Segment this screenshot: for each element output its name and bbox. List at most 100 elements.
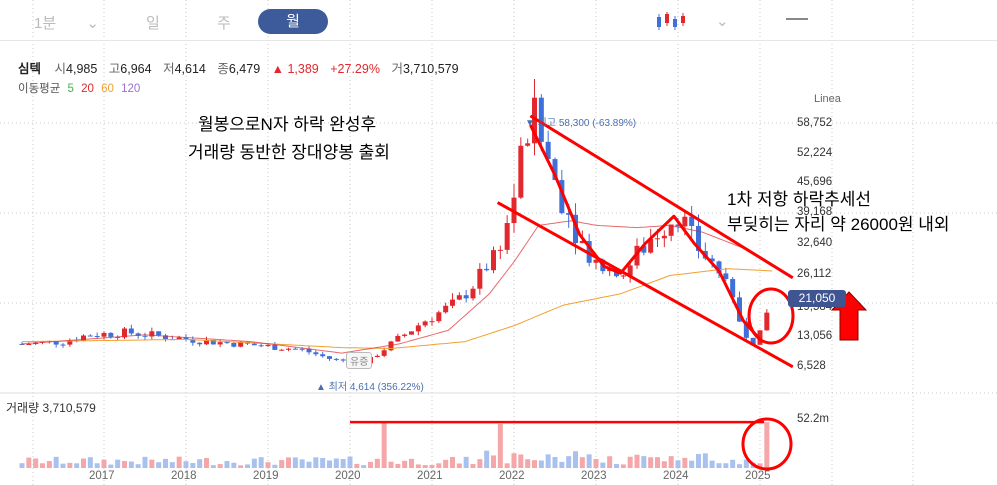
trend-channel-lower — [496, 201, 794, 369]
candle — [142, 332, 148, 340]
candle — [286, 347, 291, 352]
scale-type-label[interactable]: Linea — [814, 93, 841, 105]
menu-icon[interactable] — [786, 18, 808, 20]
volume-bar — [272, 464, 278, 468]
volume-bar — [484, 450, 490, 468]
candle — [477, 263, 483, 295]
y-tick: 32,640 — [797, 237, 833, 249]
volume-bar — [217, 464, 223, 468]
candle — [743, 317, 749, 342]
candle — [450, 293, 455, 309]
candle — [122, 327, 127, 340]
volume-bar — [415, 464, 421, 468]
candle — [333, 358, 339, 361]
open-price: 4,985 — [66, 62, 98, 76]
high-price: 6,964 — [120, 62, 152, 76]
candle — [224, 341, 230, 344]
candle-type-icon[interactable] — [654, 11, 688, 31]
volume-bar — [409, 458, 414, 468]
candle — [511, 183, 517, 233]
ma120-label: 120 — [121, 83, 141, 95]
candle — [627, 262, 633, 283]
candle — [67, 338, 73, 347]
volume-bar — [265, 462, 271, 468]
volume-bar — [641, 456, 647, 468]
x-tick: 2017 — [89, 470, 115, 482]
volume-bar — [313, 457, 319, 468]
volume-bar — [108, 464, 114, 468]
x-tick: 2020 — [335, 470, 361, 482]
volume-bar — [675, 460, 681, 468]
volume-bar — [443, 459, 449, 468]
volume-bar — [320, 458, 326, 468]
chevron-down-icon[interactable]: ⌄ — [716, 13, 729, 30]
candle — [272, 342, 278, 351]
y-tick: 52,224 — [797, 147, 833, 159]
volume-bar — [163, 458, 168, 468]
volume-bar — [620, 464, 626, 468]
yusang-marker: 유증 — [346, 352, 373, 369]
volume-bar — [327, 460, 332, 468]
candle — [497, 245, 503, 260]
candle — [320, 351, 326, 358]
candle — [456, 292, 462, 301]
volume-bar — [743, 459, 749, 468]
y-tick: 6,528 — [797, 360, 826, 372]
volume-bar — [251, 458, 257, 468]
candle — [661, 230, 667, 248]
volume-bar — [648, 457, 654, 468]
candle — [696, 214, 701, 259]
tab-day[interactable]: 일 — [146, 15, 160, 32]
volume-bar — [764, 422, 770, 468]
y-tick: 13,056 — [797, 330, 833, 342]
x-tick: 2019 — [253, 470, 279, 482]
volume-bar — [682, 457, 688, 468]
y-tick: 58,752 — [797, 117, 833, 129]
volume-bar — [388, 461, 394, 468]
candle — [409, 331, 414, 335]
volume-bar — [532, 460, 537, 468]
candle — [292, 347, 298, 350]
volume-bar — [292, 457, 298, 468]
candle — [163, 333, 168, 342]
volume-bar — [224, 461, 230, 468]
volume-bar — [204, 458, 209, 468]
volume-bar — [504, 463, 510, 468]
candle — [429, 317, 435, 326]
period-toolbar: 1분 ⌄ 일 주 월 ⌄ — [0, 0, 997, 41]
volume-bar — [634, 454, 640, 468]
volume-bar — [142, 456, 148, 468]
volume-bar — [26, 457, 32, 468]
volume-bar — [94, 463, 100, 468]
volume-bar — [491, 455, 496, 468]
volume-bar — [689, 460, 695, 468]
candle — [149, 327, 155, 340]
y-tick: 39,168 — [797, 206, 833, 218]
tab-month[interactable]: 월 — [258, 9, 328, 34]
volume-bar — [716, 463, 722, 468]
high-marker: ▼ 최고 58,300 (-63.89%) — [525, 118, 637, 129]
tab-week[interactable]: 주 — [217, 15, 231, 32]
volume-bar — [122, 460, 127, 468]
volume-bar — [128, 461, 134, 468]
volume-bar — [354, 463, 360, 468]
volume-bar — [381, 422, 387, 468]
volume-bar — [135, 464, 141, 468]
moving-average-legend[interactable]: 이동평균 5 20 60 120 — [18, 83, 141, 95]
candle — [340, 358, 346, 363]
volume-bar — [668, 456, 674, 468]
volume-bar — [169, 462, 175, 468]
volume-bar — [368, 461, 373, 468]
candle — [463, 290, 469, 303]
volume-bar — [238, 465, 244, 468]
volume-bar — [497, 423, 503, 468]
volume-bar — [436, 463, 442, 468]
candle — [279, 348, 285, 351]
tab-minute[interactable]: 1분 ⌄ — [34, 15, 99, 32]
chevron-down-icon: ⌄ — [86, 15, 99, 32]
volume-bar — [757, 463, 763, 468]
low-marker: ▲ 최저 4,614 (356.22%) — [316, 382, 424, 393]
candle — [374, 354, 380, 358]
volume-bar — [87, 457, 93, 468]
